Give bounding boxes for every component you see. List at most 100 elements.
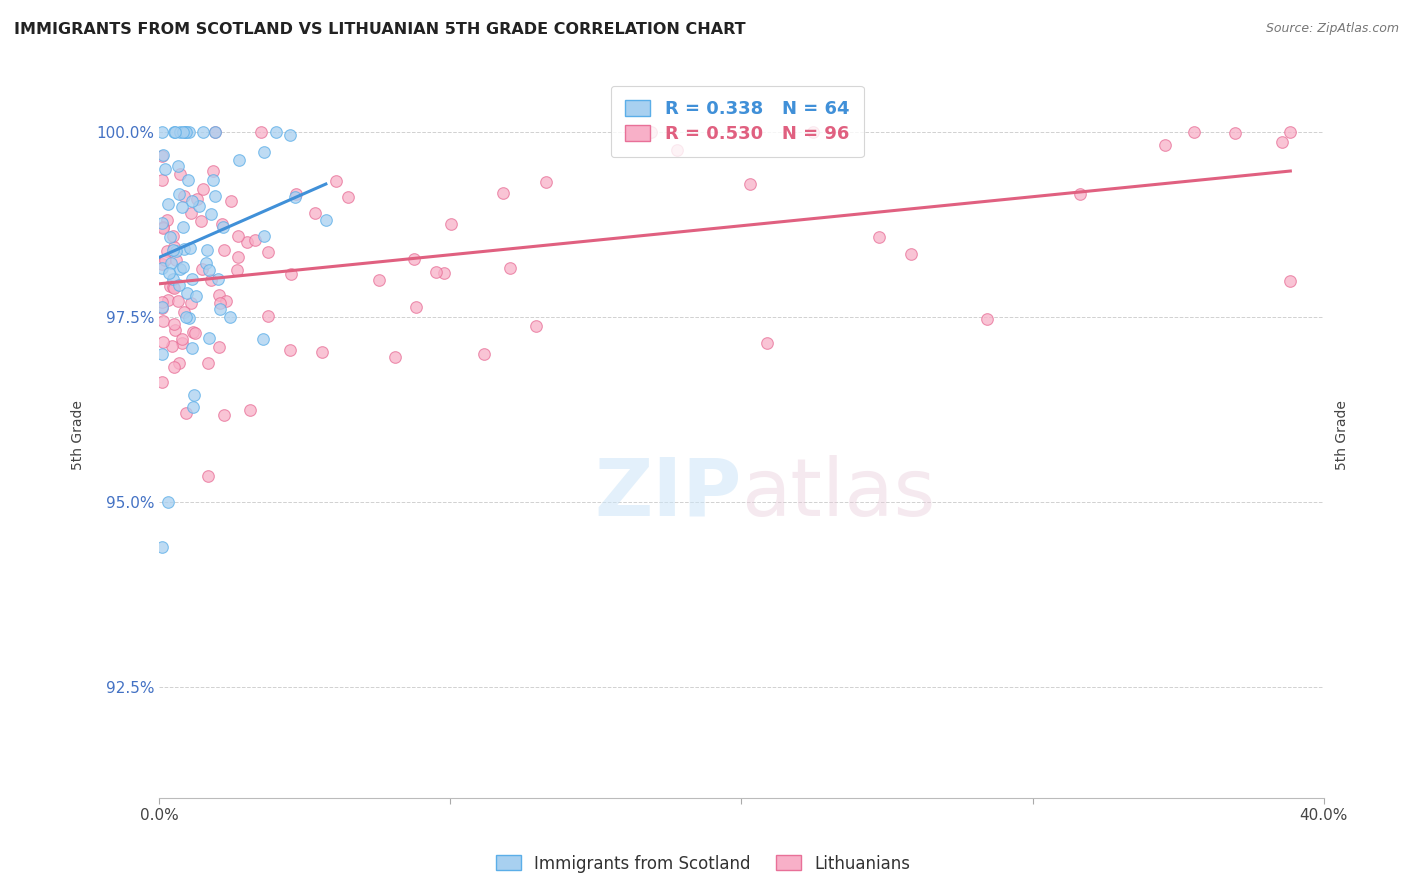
Point [179, 241, 201, 255]
Point [174, 125, 197, 139]
Point [219, 310, 242, 324]
Point [150, 347, 173, 361]
Point [976, 312, 998, 326]
Point [665, 143, 688, 157]
Point [180, 341, 202, 355]
Point [278, 128, 301, 143]
Point [278, 343, 301, 357]
Point [174, 125, 197, 139]
Point [195, 256, 218, 270]
Point [156, 212, 179, 227]
Point [219, 194, 242, 208]
Point [169, 262, 191, 277]
Point [159, 230, 181, 244]
Point [152, 148, 174, 162]
Legend: Immigrants from Scotland, Lithuanians: Immigrants from Scotland, Lithuanians [489, 848, 917, 880]
Point [1271, 135, 1294, 149]
Point [191, 125, 214, 139]
Point [167, 159, 190, 173]
Point [176, 406, 198, 420]
Point [173, 188, 195, 202]
Point [198, 262, 221, 277]
Point [1279, 274, 1302, 288]
Point [284, 187, 307, 202]
Point [169, 356, 191, 370]
Point [215, 294, 238, 309]
Point [198, 330, 221, 344]
Point [280, 267, 302, 281]
Point [214, 408, 236, 422]
Point [256, 309, 278, 323]
Point [250, 125, 273, 139]
Point [150, 173, 173, 187]
Point [208, 302, 231, 317]
Point [152, 334, 174, 349]
Point [165, 244, 187, 258]
Point [156, 495, 179, 509]
Point [200, 207, 222, 221]
Point [208, 288, 231, 302]
Point [170, 336, 193, 351]
Point [150, 257, 173, 271]
Point [243, 233, 266, 247]
Point [193, 182, 215, 196]
Point [252, 332, 274, 346]
Point [197, 469, 219, 483]
Point [176, 173, 198, 187]
Point [740, 178, 762, 192]
Point [180, 194, 202, 209]
Point [228, 153, 250, 168]
Point [201, 164, 224, 178]
Point [402, 252, 425, 266]
Point [157, 266, 180, 280]
Point [155, 161, 177, 176]
Point [162, 272, 184, 286]
Point [152, 314, 174, 328]
Point [167, 187, 190, 202]
Point [173, 220, 195, 235]
Point [207, 271, 229, 285]
Point [208, 340, 231, 354]
Point [191, 261, 214, 276]
Point [405, 300, 427, 314]
Point [163, 240, 186, 254]
Point [180, 296, 202, 310]
Point [197, 243, 219, 257]
Point [236, 235, 259, 249]
Point [162, 243, 184, 257]
Legend: R = 0.338   N = 64, R = 0.530   N = 96: R = 0.338 N = 64, R = 0.530 N = 96 [610, 86, 863, 157]
Point [160, 339, 183, 353]
Point [176, 285, 198, 300]
Point [172, 200, 194, 214]
Point [156, 293, 179, 308]
Point [499, 261, 522, 276]
Point [152, 219, 174, 234]
Point [172, 332, 194, 346]
Point [264, 125, 287, 139]
Point [159, 256, 181, 270]
Point [1278, 125, 1301, 139]
Point [165, 125, 187, 139]
Point [174, 310, 197, 324]
Point [1225, 126, 1247, 140]
Point [900, 247, 922, 261]
Point [325, 174, 347, 188]
Point [311, 344, 333, 359]
Point [214, 243, 236, 257]
Point [188, 199, 211, 213]
Point [169, 125, 191, 139]
Point [368, 273, 391, 287]
Point [163, 322, 186, 336]
Point [172, 260, 194, 275]
Point [166, 293, 188, 308]
Point [225, 262, 247, 277]
Text: IMMIGRANTS FROM SCOTLAND VS LITHUANIAN 5TH GRADE CORRELATION CHART: IMMIGRANTS FROM SCOTLAND VS LITHUANIAN 5… [14, 22, 745, 37]
Point [150, 261, 173, 276]
Point [755, 336, 778, 351]
Point [177, 125, 200, 139]
Point [439, 217, 461, 231]
Point [163, 317, 186, 331]
Point [304, 206, 326, 220]
Point [153, 252, 176, 267]
Point [172, 125, 194, 139]
